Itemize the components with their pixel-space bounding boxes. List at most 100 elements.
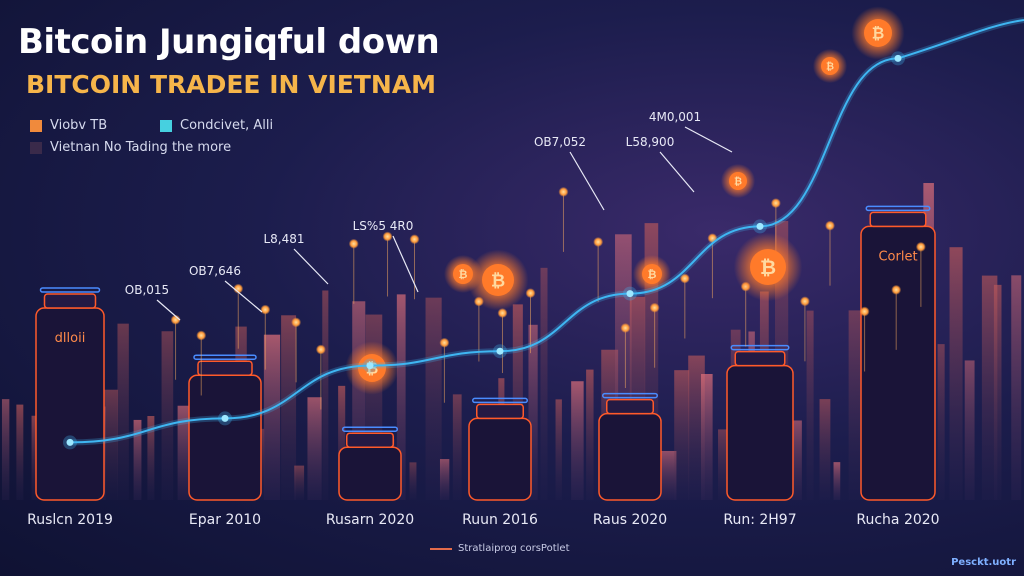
bars-layer: dlloii Corlet (35, 205, 936, 501)
bar-label: Corlet (878, 249, 917, 264)
skyline-building (294, 465, 305, 500)
skyline-building (949, 247, 963, 500)
legend-label: Vietnan No Tading the more (50, 140, 232, 155)
annotation-label: OB7,052 (534, 135, 586, 149)
bar-cap (734, 350, 786, 367)
pin-dot (679, 273, 690, 284)
skyline-building (806, 310, 814, 500)
skyline-building (425, 297, 442, 500)
skyline-building (103, 389, 118, 500)
annotation-arrow (684, 126, 733, 153)
skyline-building (571, 381, 584, 500)
legend-item: Condcivet, Alli (160, 118, 273, 133)
legend-label: Viobv TB (50, 118, 108, 133)
skyline-building (338, 385, 346, 500)
skyline-building (701, 373, 713, 500)
skyline-building (964, 360, 975, 500)
x-tick-label: Ruslcn 2019 (27, 512, 113, 528)
pin-dot (315, 344, 326, 355)
annotation-label: 4M0,001 (649, 110, 701, 124)
annotation-label: OB7,646 (189, 264, 241, 278)
skyline-building (555, 399, 562, 500)
skyline-building (322, 290, 329, 500)
x-axis-labels: Ruslcn 2019 Epar 2010 Rusarn 2020 Ruun 2016… (27, 512, 940, 528)
footer-caption-text: Stratlaiprog corsPotlet (458, 543, 570, 554)
skyline-building (452, 394, 462, 500)
bar-cap (476, 403, 524, 420)
pin-dot (170, 314, 181, 325)
pin-dot (620, 322, 631, 333)
pin-dot (439, 337, 450, 348)
coin (729, 172, 747, 190)
footer-line-icon (430, 547, 452, 550)
watermark: Pesckt.uotr (951, 557, 1016, 568)
annotations-layer: OB,015 OB7,646 L8,481 LS%5 4R0 OB7,052 L58,90… (125, 110, 733, 321)
series-point (894, 54, 902, 62)
series-point (66, 438, 74, 446)
pin-dot (799, 296, 810, 307)
skyline-building (133, 419, 142, 500)
coin (453, 264, 473, 284)
skyline-building (263, 334, 281, 500)
pin-dot (497, 308, 508, 319)
skyline-building (1011, 275, 1022, 500)
chart-title: Bitcoin Jungiqful down (18, 22, 440, 62)
pin-dot (409, 234, 420, 245)
legend-item: Viobv TB (30, 118, 107, 133)
bitcoin-icon: ₿ (734, 177, 742, 188)
pin-dot (260, 304, 271, 315)
bar-cap-rim (39, 287, 101, 293)
skyline-building (409, 462, 417, 500)
bar (598, 412, 662, 501)
annotation-label: LS%5 4R0 (353, 219, 414, 233)
skyline-building (117, 323, 129, 500)
skyline-building (16, 404, 24, 500)
bar-cap (43, 293, 97, 309)
pin-dot (825, 220, 836, 231)
pin-dot (558, 186, 569, 197)
legend-swatch (30, 119, 42, 132)
pin-dot (196, 330, 207, 341)
skyline-building (540, 267, 548, 500)
bar-cap (869, 211, 927, 228)
x-tick-label: Rusarn 2020 (326, 512, 414, 528)
skyline-building (147, 416, 155, 500)
bar-cap (346, 432, 394, 448)
x-tick-label: Epar 2010 (189, 512, 261, 528)
chart-subtitle: BITCOIN TRADEE IN VIETNAM (26, 70, 437, 99)
annotation-label: OB,015 (125, 283, 169, 297)
bar-cap-rim (865, 205, 931, 212)
bar (860, 225, 936, 501)
footer-caption: Stratlaiprog corsPotlet (430, 543, 570, 554)
skyline-building (281, 315, 297, 500)
skyline-building (586, 369, 594, 500)
legend-item: Vietnan No Tading the more (30, 140, 231, 155)
x-tick-label: Ruun 2016 (462, 512, 538, 528)
bar-cap (197, 360, 253, 376)
bar (726, 364, 794, 501)
coin (821, 57, 839, 75)
bar-cap-rim (342, 426, 398, 432)
skyline-building (937, 344, 945, 500)
pin-dot (770, 198, 781, 209)
annotation-arrow (156, 299, 181, 321)
bar (188, 374, 262, 501)
pin-dot (348, 238, 359, 249)
pin-dot (382, 231, 393, 242)
skyline-building (658, 450, 677, 500)
coin (482, 264, 514, 296)
skyline-building (981, 275, 998, 500)
bar-cap-rim (472, 397, 528, 404)
bar-cap-rim (730, 344, 790, 351)
pin-dot (291, 317, 302, 328)
legend-swatch (160, 119, 172, 132)
skyline-building (833, 462, 841, 500)
annotation-label: L8,481 (263, 232, 304, 246)
skyline-building (161, 331, 174, 500)
bitcoin-icon: ₿ (459, 268, 468, 281)
legend-swatch (30, 141, 42, 154)
x-tick-label: Rucha 2020 (856, 512, 939, 528)
pin-dot (915, 241, 926, 252)
